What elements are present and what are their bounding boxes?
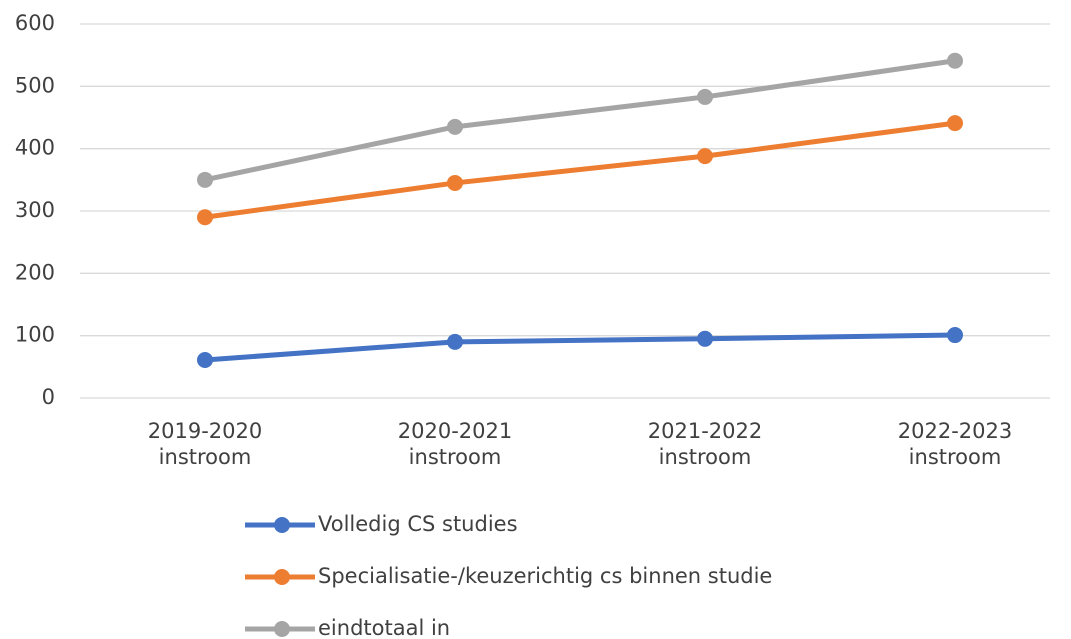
data-point <box>697 148 713 165</box>
y-tick-label: 200 <box>15 260 55 284</box>
legend-marker <box>274 621 290 637</box>
data-point <box>697 330 713 347</box>
data-point <box>947 52 963 69</box>
legend-label: eindtotaal in <box>318 616 450 639</box>
y-tick-label: 500 <box>15 73 55 97</box>
data-point <box>447 333 463 350</box>
data-point <box>697 88 713 105</box>
data-point <box>197 171 213 188</box>
y-tick-label: 0 <box>42 385 55 409</box>
x-tick-label: 2021-2022 instroom <box>647 419 763 469</box>
series-line <box>204 120 956 220</box>
x-tick-label: 2019-2020 instroom <box>147 419 263 469</box>
legend-label: Volledig CS studies <box>318 512 518 536</box>
y-tick-label: 400 <box>15 136 55 160</box>
data-point <box>947 327 963 344</box>
data-point <box>447 118 463 135</box>
x-tick-label: 2020-2021 instroom <box>397 419 513 469</box>
x-tick-label: 2022-2023 instroom <box>897 419 1013 469</box>
data-point <box>947 115 963 132</box>
data-point <box>197 209 213 226</box>
data-point <box>447 174 463 191</box>
legend-label: Specialisatie-/keuzerichtig cs binnen st… <box>318 564 772 588</box>
y-tick-label: 600 <box>15 11 55 35</box>
legend-marker <box>274 517 290 533</box>
y-tick-label: 300 <box>15 198 55 222</box>
legend-marker <box>274 569 290 585</box>
data-point <box>197 351 213 368</box>
series-line <box>204 58 956 183</box>
y-tick-label: 100 <box>15 323 55 347</box>
series-line <box>204 332 956 363</box>
